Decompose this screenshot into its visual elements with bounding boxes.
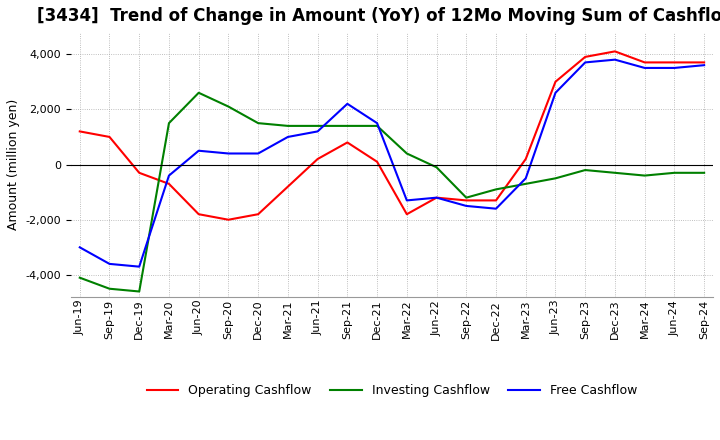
Free Cashflow [254, 151, 263, 156]
Free Cashflow [284, 134, 292, 139]
Line: Investing Cashflow: Investing Cashflow [80, 93, 704, 291]
Operating Cashflow [105, 134, 114, 139]
Investing Cashflow [402, 151, 411, 156]
Investing Cashflow [670, 170, 679, 176]
Free Cashflow [76, 245, 84, 250]
Investing Cashflow [373, 123, 382, 128]
Free Cashflow [611, 57, 619, 62]
Operating Cashflow [135, 170, 143, 176]
Operating Cashflow [581, 54, 590, 59]
Free Cashflow [165, 173, 174, 178]
Operating Cashflow [313, 156, 322, 161]
Operating Cashflow [402, 212, 411, 217]
Line: Operating Cashflow: Operating Cashflow [80, 51, 704, 220]
Investing Cashflow [224, 104, 233, 109]
Operating Cashflow [373, 159, 382, 165]
Investing Cashflow [254, 121, 263, 126]
Operating Cashflow [224, 217, 233, 222]
Investing Cashflow [521, 181, 530, 187]
Line: Free Cashflow: Free Cashflow [80, 60, 704, 267]
Investing Cashflow [462, 195, 471, 200]
Investing Cashflow [492, 187, 500, 192]
Investing Cashflow [76, 275, 84, 280]
Operating Cashflow [284, 184, 292, 189]
Investing Cashflow [284, 123, 292, 128]
Free Cashflow [521, 176, 530, 181]
Investing Cashflow [551, 176, 559, 181]
Investing Cashflow [165, 121, 174, 126]
Operating Cashflow [611, 49, 619, 54]
Operating Cashflow [670, 60, 679, 65]
Free Cashflow [551, 90, 559, 95]
Free Cashflow [432, 195, 441, 200]
Free Cashflow [640, 65, 649, 70]
Free Cashflow [581, 60, 590, 65]
Free Cashflow [343, 101, 351, 106]
Investing Cashflow [194, 90, 203, 95]
Y-axis label: Amount (million yen): Amount (million yen) [7, 99, 20, 230]
Investing Cashflow [611, 170, 619, 176]
Free Cashflow [373, 121, 382, 126]
Operating Cashflow [700, 60, 708, 65]
Free Cashflow [194, 148, 203, 154]
Free Cashflow [700, 62, 708, 68]
Operating Cashflow [432, 195, 441, 200]
Free Cashflow [224, 151, 233, 156]
Investing Cashflow [343, 123, 351, 128]
Free Cashflow [462, 203, 471, 209]
Investing Cashflow [640, 173, 649, 178]
Investing Cashflow [313, 123, 322, 128]
Operating Cashflow [462, 198, 471, 203]
Title: [3434]  Trend of Change in Amount (YoY) of 12Mo Moving Sum of Cashflows: [3434] Trend of Change in Amount (YoY) o… [37, 7, 720, 25]
Operating Cashflow [343, 140, 351, 145]
Free Cashflow [105, 261, 114, 267]
Free Cashflow [492, 206, 500, 211]
Investing Cashflow [432, 165, 441, 170]
Operating Cashflow [640, 60, 649, 65]
Operating Cashflow [165, 181, 174, 187]
Operating Cashflow [521, 156, 530, 161]
Investing Cashflow [135, 289, 143, 294]
Free Cashflow [135, 264, 143, 269]
Operating Cashflow [194, 212, 203, 217]
Investing Cashflow [581, 167, 590, 172]
Legend: Operating Cashflow, Investing Cashflow, Free Cashflow: Operating Cashflow, Investing Cashflow, … [142, 379, 642, 402]
Operating Cashflow [76, 129, 84, 134]
Operating Cashflow [551, 79, 559, 84]
Investing Cashflow [105, 286, 114, 291]
Free Cashflow [670, 65, 679, 70]
Investing Cashflow [700, 170, 708, 176]
Free Cashflow [402, 198, 411, 203]
Operating Cashflow [492, 198, 500, 203]
Free Cashflow [313, 129, 322, 134]
Operating Cashflow [254, 212, 263, 217]
